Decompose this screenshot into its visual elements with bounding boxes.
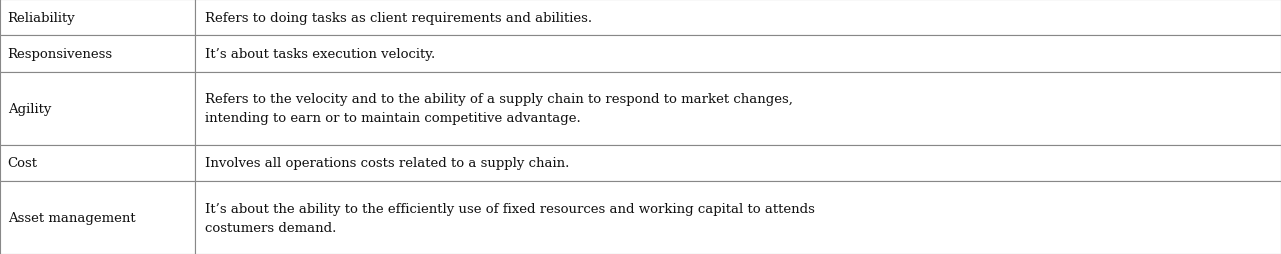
Bar	[0, 73, 195, 145]
Text: Cost: Cost	[8, 157, 37, 170]
Bar	[195, 73, 1281, 145]
Text: Asset management: Asset management	[8, 211, 136, 224]
Text: Refers to the velocity and to the ability of a supply chain to respond to market: Refers to the velocity and to the abilit…	[205, 93, 793, 125]
Bar	[195, 181, 1281, 254]
Bar	[0, 0, 195, 36]
Text: It’s about the ability to the efficiently use of fixed resources and working cap: It’s about the ability to the efficientl…	[205, 202, 815, 234]
Text: Reliability: Reliability	[8, 12, 76, 25]
Text: Refers to doing tasks as client requirements and abilities.: Refers to doing tasks as client requirem…	[205, 12, 592, 25]
Bar	[195, 0, 1281, 36]
Bar	[0, 36, 195, 73]
Bar	[195, 36, 1281, 73]
Bar	[195, 145, 1281, 181]
Bar	[0, 145, 195, 181]
Text: Responsiveness: Responsiveness	[8, 48, 113, 61]
Text: Involves all operations costs related to a supply chain.: Involves all operations costs related to…	[205, 157, 569, 170]
Text: It’s about tasks execution velocity.: It’s about tasks execution velocity.	[205, 48, 436, 61]
Text: Agility: Agility	[8, 102, 51, 115]
Bar	[0, 181, 195, 254]
